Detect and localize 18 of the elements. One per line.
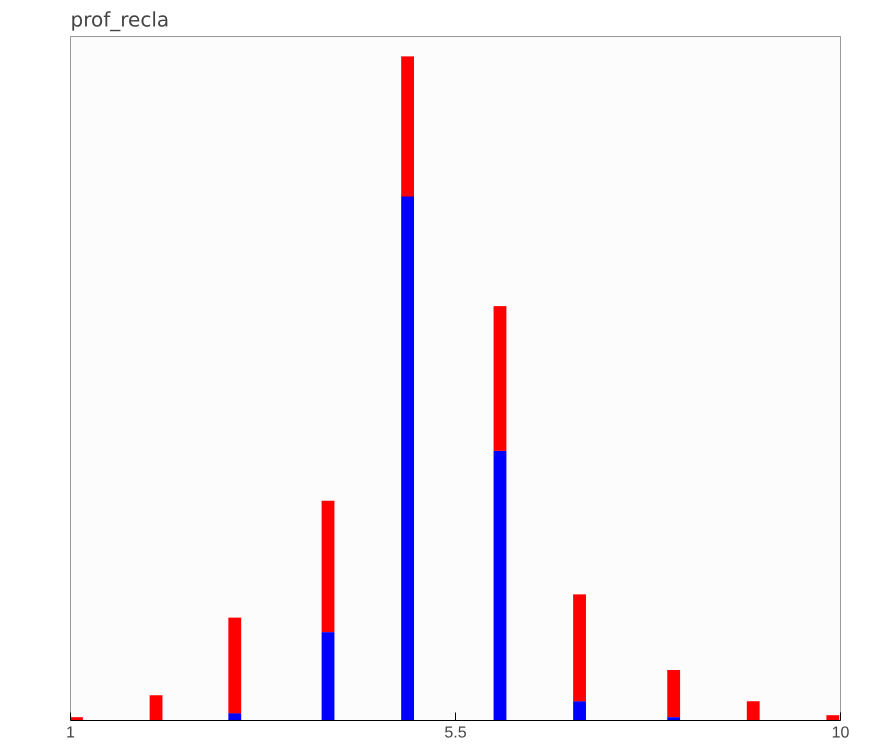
bar <box>228 713 242 720</box>
bar <box>573 701 586 720</box>
bar <box>826 715 840 720</box>
bar <box>667 670 680 718</box>
chart-title: prof_recla <box>70 8 170 32</box>
x-tick-label: 1 <box>66 724 76 742</box>
bar <box>228 618 242 714</box>
bar <box>401 56 414 197</box>
bar <box>401 196 414 720</box>
bar <box>494 450 506 720</box>
bar <box>746 701 760 720</box>
x-tick-label: 5.5 <box>444 724 467 742</box>
bar <box>150 695 162 720</box>
bar <box>322 500 334 632</box>
bar <box>322 632 334 720</box>
bar <box>573 594 586 702</box>
x-tick-label: 10 <box>832 724 850 742</box>
bar <box>494 306 506 451</box>
